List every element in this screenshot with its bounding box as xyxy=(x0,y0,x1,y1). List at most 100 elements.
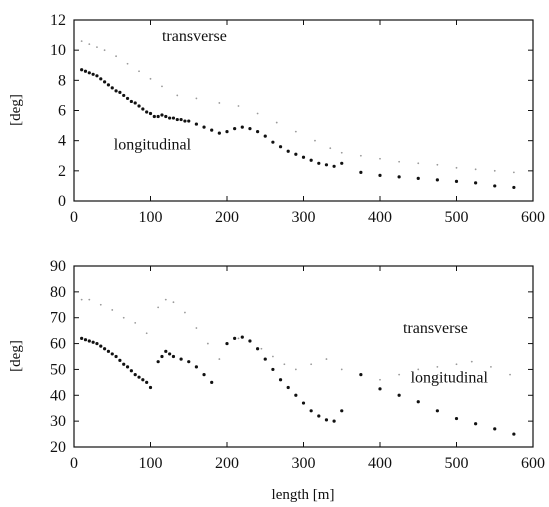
top-transverse-point xyxy=(88,43,91,46)
bottom-longitudinal-point xyxy=(271,367,275,372)
bottom-transverse-point xyxy=(145,332,148,335)
bottom-transverse-point xyxy=(340,368,343,371)
bottom-longitudinal-point xyxy=(133,373,137,377)
bottom-x-tick-label: 600 xyxy=(521,455,545,472)
top-longitudinal-point xyxy=(125,96,130,101)
top-x-tick-label: 400 xyxy=(368,209,392,226)
bottom-longitudinal-point xyxy=(317,414,321,418)
top-x-tick-label: 500 xyxy=(445,209,469,226)
top-longitudinal-point xyxy=(91,72,95,76)
top-transverse-point xyxy=(161,85,163,88)
bottom-longitudinal-point xyxy=(99,344,103,348)
bottom-transverse-point xyxy=(206,342,209,345)
top-transverse-point xyxy=(275,121,278,124)
top-x-tick-label: 300 xyxy=(292,209,316,226)
top-longitudinal-point xyxy=(80,68,84,72)
top-longitudinal-point xyxy=(160,113,164,117)
top-longitudinal-point xyxy=(454,179,459,183)
top-transverse-point xyxy=(126,62,129,65)
top-transverse-point xyxy=(96,46,98,49)
top-longitudinal-point xyxy=(133,101,137,105)
top-longitudinal-point xyxy=(106,83,111,87)
top-longitudinal-point xyxy=(99,77,103,81)
top-longitudinal-point xyxy=(217,131,221,135)
top-longitudinal-point xyxy=(248,127,252,131)
bottom-transverse-point xyxy=(111,309,114,311)
top-transverse-point xyxy=(436,163,439,166)
bottom-transverse-point xyxy=(195,327,198,329)
bottom-y-tick-label: 40 xyxy=(50,387,66,404)
bottom-longitudinal-point xyxy=(210,380,214,384)
top-longitudinal-point xyxy=(194,122,198,126)
bottom-longitudinal-point xyxy=(118,358,122,362)
top-transverse-point xyxy=(256,112,259,115)
bottom-transverse-point xyxy=(455,363,458,366)
bottom-annotation-longitudinal: longitudinal xyxy=(411,369,489,386)
bottom-longitudinal-point xyxy=(474,422,478,426)
bottom-transverse-point xyxy=(398,373,401,376)
bottom-transverse-point xyxy=(310,363,313,366)
top-longitudinal-point xyxy=(225,130,229,134)
top-longitudinal-point xyxy=(309,158,313,162)
bottom-longitudinal-point xyxy=(248,339,252,343)
top-transverse-point xyxy=(314,139,316,142)
top-longitudinal-point xyxy=(148,111,153,116)
top-longitudinal-point xyxy=(164,114,168,119)
top-series xyxy=(80,40,516,190)
top-x-tick-label: 0 xyxy=(70,209,78,226)
top-longitudinal-point xyxy=(210,128,214,132)
bottom-annotation-transverse: transverse xyxy=(403,320,468,337)
bottom-longitudinal-point xyxy=(114,354,118,359)
bottom-longitudinal-point xyxy=(493,427,497,431)
top-longitudinal-point xyxy=(278,145,283,149)
top-transverse-point xyxy=(474,168,477,171)
bottom-transverse-point xyxy=(294,368,297,371)
top-x-tick-label: 200 xyxy=(215,209,239,226)
bottom-longitudinal-point xyxy=(179,357,183,361)
top-y-tick-label: 12 xyxy=(50,12,66,29)
bottom-longitudinal-point xyxy=(95,341,99,346)
bottom-longitudinal-point xyxy=(141,378,145,382)
bottom-longitudinal-point xyxy=(301,401,306,405)
top-transverse-point xyxy=(398,160,401,163)
bottom-longitudinal-point xyxy=(278,378,283,382)
bottom-longitudinal-point xyxy=(87,339,91,343)
top-longitudinal-point xyxy=(152,114,156,119)
bottom-transverse-point xyxy=(379,378,381,381)
top-y-tick-label: 10 xyxy=(50,42,66,59)
bottom-longitudinal-point xyxy=(168,352,172,356)
top-longitudinal-point xyxy=(179,117,183,122)
bottom-longitudinal-point xyxy=(332,419,336,423)
top-longitudinal-point xyxy=(110,86,114,90)
bottom-transverse-point xyxy=(272,355,274,358)
bottom-longitudinal-point xyxy=(286,385,290,390)
bottom-transverse-point xyxy=(218,358,221,360)
top-y-tick-label: 6 xyxy=(58,103,66,120)
top-transverse-point xyxy=(379,157,381,160)
top-y-tick-label: 8 xyxy=(58,72,66,89)
bottom-longitudinal-point xyxy=(324,418,329,422)
x-axis-label: length [m] xyxy=(272,487,335,503)
top-longitudinal-point xyxy=(137,104,141,108)
bottom-x-tick-label: 500 xyxy=(445,455,469,472)
top-panel: 0 100 200 300 400 500 600 0 2 4 6 8 10 12 [deg] trans… xyxy=(8,12,545,226)
bottom-transverse-point xyxy=(80,298,83,301)
top-longitudinal-point xyxy=(83,69,88,73)
top-longitudinal-point xyxy=(114,89,118,93)
bottom-transverse-point xyxy=(88,298,91,301)
bottom-longitudinal-point xyxy=(145,380,149,384)
top-longitudinal-point xyxy=(435,178,439,182)
bottom-y-tick-label: 20 xyxy=(50,439,66,456)
top-y-tick-label: 4 xyxy=(58,133,66,150)
top-transverse-point xyxy=(417,162,420,165)
bottom-transverse-point xyxy=(490,365,492,368)
bottom-transverse-point xyxy=(283,363,286,366)
top-longitudinal-point xyxy=(256,130,260,134)
bottom-longitudinal-point xyxy=(125,365,130,369)
bottom-y-tick-label: 70 xyxy=(50,310,66,327)
top-transverse-point xyxy=(103,49,106,52)
bottom-transverse-point xyxy=(172,301,175,304)
bottom-longitudinal-point xyxy=(340,409,344,413)
top-longitudinal-point xyxy=(301,155,306,159)
